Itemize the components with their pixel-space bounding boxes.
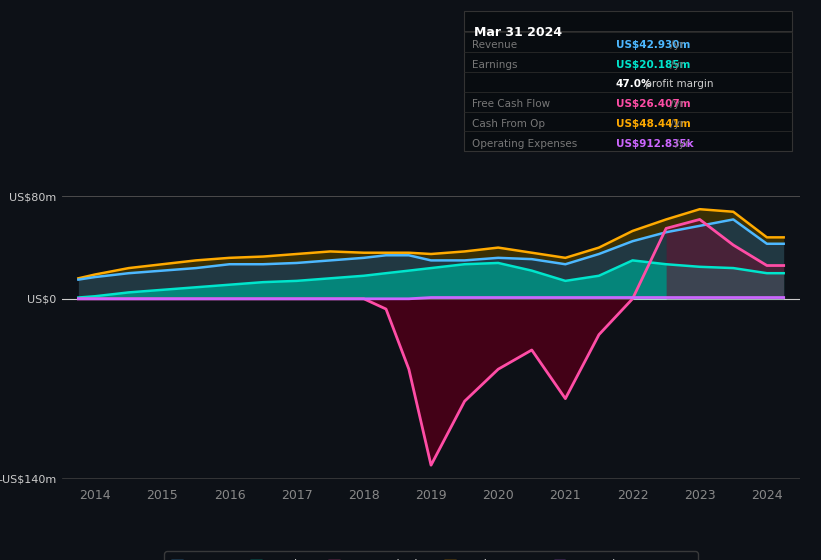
Text: profit margin: profit margin <box>642 80 713 90</box>
Text: Earnings: Earnings <box>472 59 517 69</box>
Text: US$48.441m: US$48.441m <box>616 119 690 129</box>
Text: Revenue: Revenue <box>472 40 517 50</box>
Text: /yr: /yr <box>667 119 684 129</box>
Text: US$42.930m: US$42.930m <box>616 40 690 50</box>
Legend: Revenue, Earnings, Free Cash Flow, Cash From Op, Operating Expenses: Revenue, Earnings, Free Cash Flow, Cash … <box>164 552 698 560</box>
Text: Cash From Op: Cash From Op <box>472 119 545 129</box>
Text: Operating Expenses: Operating Expenses <box>472 139 577 149</box>
Text: /yr: /yr <box>667 40 684 50</box>
Text: /yr: /yr <box>672 139 689 149</box>
Text: US$26.407m: US$26.407m <box>616 99 690 109</box>
Text: Free Cash Flow: Free Cash Flow <box>472 99 550 109</box>
Text: 47.0%: 47.0% <box>616 80 652 90</box>
Text: /yr: /yr <box>667 59 684 69</box>
Text: US$912.835k: US$912.835k <box>616 139 694 149</box>
Text: US$20.185m: US$20.185m <box>616 59 690 69</box>
Text: /yr: /yr <box>667 99 684 109</box>
Text: Mar 31 2024: Mar 31 2024 <box>474 26 562 39</box>
